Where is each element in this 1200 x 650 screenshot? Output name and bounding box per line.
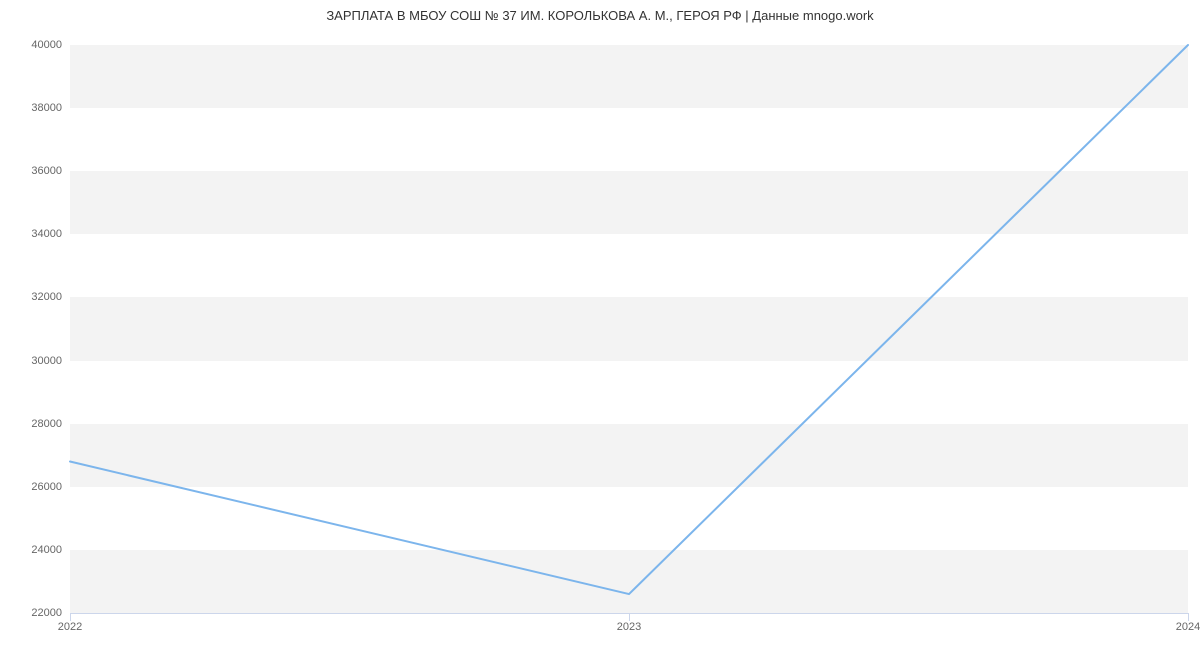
x-tick-label: 2024: [1176, 621, 1200, 633]
x-tick-label: 2023: [617, 621, 641, 633]
y-tick-label: 40000: [31, 39, 62, 51]
x-tick-mark: [629, 613, 630, 621]
chart-title: ЗАРПЛАТА В МБОУ СОШ № 37 ИМ. КОРОЛЬКОВА …: [0, 8, 1200, 23]
x-tick-label: 2022: [58, 621, 82, 633]
line-path: [70, 45, 1188, 594]
y-tick-label: 38000: [31, 102, 62, 114]
x-tick-mark: [1188, 613, 1189, 621]
y-tick-label: 22000: [31, 607, 62, 619]
y-tick-label: 24000: [31, 544, 62, 556]
salary-line-chart: ЗАРПЛАТА В МБОУ СОШ № 37 ИМ. КОРОЛЬКОВА …: [0, 0, 1200, 650]
x-tick-mark: [70, 613, 71, 621]
y-tick-label: 32000: [31, 291, 62, 303]
plot-area: 2200024000260002800030000320003400036000…: [70, 45, 1188, 613]
y-tick-label: 36000: [31, 165, 62, 177]
y-tick-label: 28000: [31, 418, 62, 430]
y-tick-label: 30000: [31, 355, 62, 367]
y-tick-label: 34000: [31, 228, 62, 240]
line-series: [70, 45, 1188, 613]
y-tick-label: 26000: [31, 481, 62, 493]
